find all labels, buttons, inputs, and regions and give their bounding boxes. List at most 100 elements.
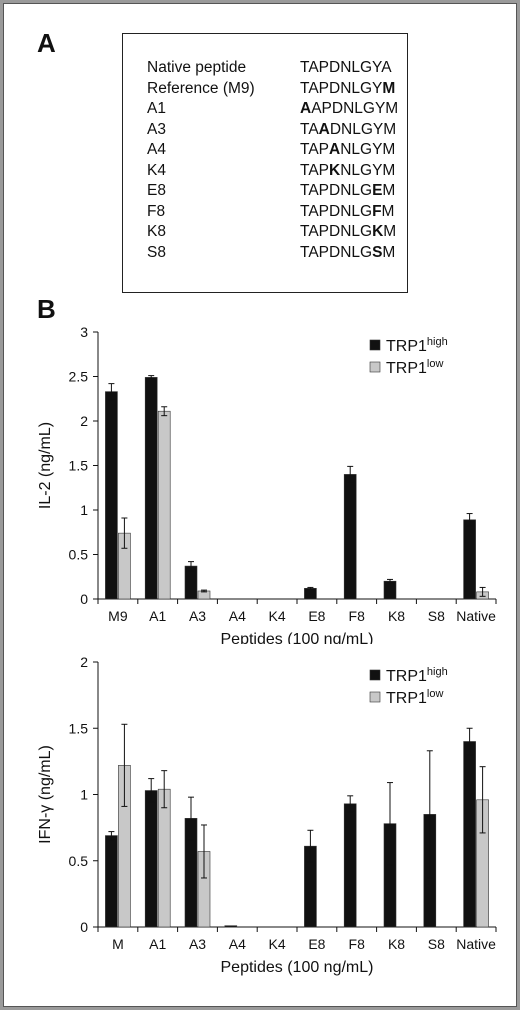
x-tick-label: A3 xyxy=(189,936,206,952)
x-axis-title: Peptides (100 ng/mL) xyxy=(221,631,374,644)
error-bar xyxy=(161,406,168,417)
x-tick-label: A1 xyxy=(149,936,166,952)
peptide-sequence: AAPDNLGYM xyxy=(300,100,399,117)
error-bar xyxy=(347,465,354,483)
error-bar xyxy=(387,578,393,584)
error-bar xyxy=(479,766,486,834)
x-tick-label: F8 xyxy=(349,936,366,952)
bar-high xyxy=(343,474,357,600)
x-tick-label: M9 xyxy=(108,608,128,624)
y-axis-title: IL-2 (ng/mL) xyxy=(37,422,54,509)
y-tick-label: 1 xyxy=(80,502,88,518)
legend-swatch-low xyxy=(369,361,381,373)
peptide-sequence: TAPDNLGEM xyxy=(300,182,396,199)
peptide-name: Native peptide xyxy=(147,59,247,76)
peptide-name: S8 xyxy=(147,243,166,261)
sequence-row: E8 TAPDNLGEM xyxy=(147,182,395,200)
x-tick-label: A4 xyxy=(229,936,246,952)
sequence-row: A4 TAPANLGYM xyxy=(147,141,395,159)
error-bar xyxy=(108,831,115,841)
x-tick-label: S8 xyxy=(428,608,445,624)
legend-label-low: TRP1low xyxy=(386,358,443,377)
y-axis-title: IFN-γ (ng/mL) xyxy=(37,745,54,844)
sequence-row: S8 TAPDNLGSM xyxy=(147,244,395,262)
error-bar xyxy=(466,513,473,527)
peptide-sequence: TAPKNLGYM xyxy=(300,161,396,179)
y-tick-label: 1.5 xyxy=(69,458,89,474)
bar-high xyxy=(105,835,118,928)
peptide-sequence: TAPDNLGYA xyxy=(300,59,392,76)
panel-a-label: A xyxy=(37,28,56,58)
y-tick-label: 0 xyxy=(80,919,88,935)
error-bar xyxy=(201,824,207,879)
error-bar xyxy=(426,750,433,879)
sequence-row: Reference (M9) TAPDNLGYM xyxy=(147,80,395,98)
x-tick-label: Native xyxy=(456,936,496,952)
peptide-sequence: TAPDNLGFM xyxy=(300,202,395,220)
legend-swatch-low xyxy=(369,691,381,703)
error-bar xyxy=(148,778,155,803)
error-bar xyxy=(479,586,486,597)
error-bar xyxy=(148,375,155,380)
error-bar xyxy=(466,727,473,756)
error-bar xyxy=(307,829,314,863)
y-tick-label: 0.5 xyxy=(69,547,89,563)
legend-label-high: TRP1high xyxy=(386,666,448,685)
x-tick-label: M xyxy=(112,936,124,952)
peptide-name: A1 xyxy=(147,100,166,117)
x-tick-label: A1 xyxy=(149,608,166,624)
error-bar xyxy=(108,383,115,401)
bar-high xyxy=(105,391,118,600)
error-bar xyxy=(387,782,393,866)
peptide-name: E8 xyxy=(147,182,166,199)
error-bar xyxy=(121,517,128,549)
legend-label-high: TRP1high xyxy=(386,336,448,355)
sequence-row: K4 TAPKNLGYM xyxy=(147,162,395,180)
sequence-row: A1 AAPDNLGYM xyxy=(147,100,398,118)
peptide-sequence: TAPDNLGYM xyxy=(300,79,396,97)
peptide-name: A3 xyxy=(147,120,166,138)
bar-high xyxy=(144,790,158,928)
x-tick-label: E8 xyxy=(308,936,325,952)
y-tick-label: 1.5 xyxy=(69,720,89,736)
il2-bar-chart: 0 0.5 1 1.5 2 2.5 3 M9 A1 A3 A4 K4 E8 F8 K8 S8 Native IL-… xyxy=(37,324,497,644)
sequence-row: K8 TAPDNLGKM xyxy=(147,223,396,241)
peptide-sequence: TAPDNLGKM xyxy=(300,223,397,240)
peptide-name: A4 xyxy=(147,141,166,158)
panel-b-label: B xyxy=(37,294,56,324)
error-bar xyxy=(188,796,194,841)
peptide-name: K8 xyxy=(147,223,166,240)
error-bar xyxy=(347,795,354,813)
peptide-name: F8 xyxy=(147,202,166,220)
x-tick-label: S8 xyxy=(428,936,445,952)
bar-high xyxy=(383,580,397,600)
x-axis-title: Peptides (100 ng/mL) xyxy=(221,959,374,976)
bar-high xyxy=(144,377,158,600)
x-tick-label: K8 xyxy=(388,936,405,952)
y-tick-label: 1 xyxy=(80,787,88,803)
legend-swatch-high xyxy=(369,339,381,351)
figure: A Native peptide TAPDNLGYA Reference (M9) T… xyxy=(3,3,517,1007)
x-tick-label: E8 xyxy=(308,608,325,624)
error-bar xyxy=(121,723,128,807)
bar-high xyxy=(304,588,317,600)
sequence-row: Native peptide TAPDNLGYA xyxy=(147,59,392,77)
y-tick-label: 3 xyxy=(80,324,88,340)
legend-swatch-high xyxy=(369,669,381,681)
bar-low xyxy=(157,410,171,600)
sequence-row: F8 TAPDNLGFM xyxy=(147,203,394,221)
y-tick-label: 0.5 xyxy=(69,853,89,869)
peptide-sequence: TAADNLGYM xyxy=(300,120,397,138)
error-bar xyxy=(307,586,314,590)
x-tick-label: A4 xyxy=(229,608,246,624)
peptide-name: K4 xyxy=(147,161,166,179)
y-tick-label: 0 xyxy=(80,591,88,607)
bar-low xyxy=(157,788,171,928)
peptide-sequence: TAPDNLGSM xyxy=(300,243,396,261)
bar-high xyxy=(343,803,357,928)
legend-label-low: TRP1low xyxy=(386,688,443,707)
bar-high xyxy=(224,925,238,928)
peptide-sequence: TAPANLGYM xyxy=(300,141,396,158)
y-tick-label: 2.5 xyxy=(69,369,89,385)
error-bar xyxy=(188,561,194,572)
